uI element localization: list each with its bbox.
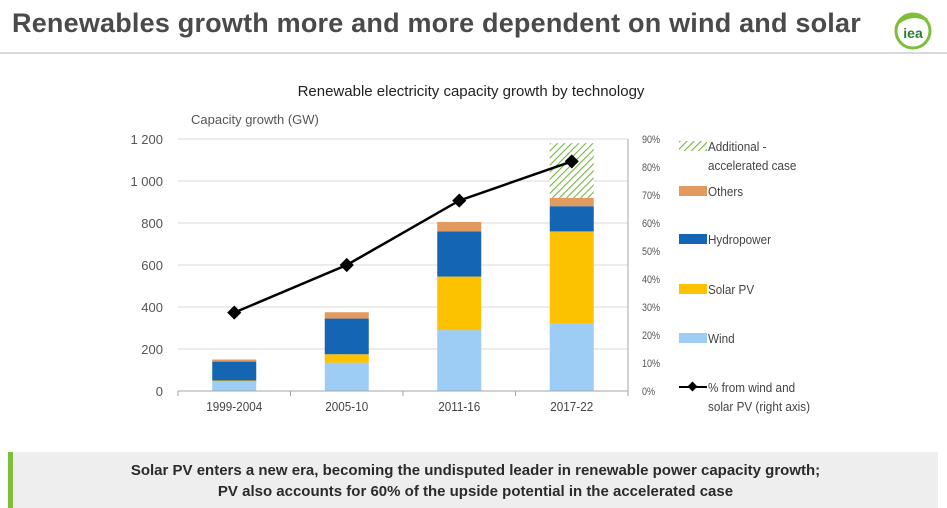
x-tick-label: 2005-10 (325, 399, 368, 414)
y2-tick-label: 30% (642, 302, 660, 314)
bar-hydropower (212, 361, 257, 381)
legend-swatch-hydropower (679, 234, 707, 244)
key-message-line-2: PV also accounts for 60% of the upside p… (217, 483, 734, 500)
y2-tick-label: 80% (642, 162, 660, 174)
bar-additional-accelerated-case (549, 143, 594, 198)
legend-swatch-others (679, 186, 707, 196)
legend-label: Wind (708, 331, 735, 346)
legend-swatch-marker (687, 381, 698, 392)
bar-solar-pv (549, 231, 594, 324)
wind-solar-share-marker (339, 257, 354, 273)
legend-swatch-solar-pv (679, 284, 707, 294)
title-divider (0, 52, 947, 54)
y-tick-label: 600 (141, 258, 163, 273)
bar-others (212, 359, 257, 362)
logo-text: iea (903, 25, 923, 41)
wind-solar-share-marker (452, 193, 467, 208)
y2-tick-label: 40% (642, 274, 660, 286)
wind-solar-share-marker (227, 305, 242, 320)
bar-others (324, 312, 369, 319)
chart-title: Renewable electricity capacity growth by… (298, 83, 645, 100)
bar-wind (212, 381, 257, 391)
bar-hydropower (549, 206, 594, 232)
y2-tick-label: 70% (642, 190, 660, 202)
x-tick-label: 1999-2004 (206, 399, 262, 414)
x-tick-label: 2017-22 (550, 399, 593, 414)
y2-tick-label: 60% (642, 218, 660, 230)
y-axis-label: Capacity growth (GW) (191, 112, 319, 127)
legend-label: solar PV (right axis) (708, 399, 810, 414)
capacity-growth-chart: Renewable electricity capacity growth by… (130, 83, 810, 414)
y-tick-label: 1 200 (130, 132, 163, 147)
legend-label: accelerated case (708, 158, 797, 173)
page-title: Renewables growth more and more dependen… (12, 8, 861, 38)
bar-hydropower (324, 318, 369, 355)
key-message-line-1: Solar PV enters a new era, becoming the … (130, 462, 821, 479)
legend-label: Hydropower (708, 232, 771, 247)
x-tick-label: 2011-16 (438, 399, 480, 414)
y-tick-label: 1 000 (130, 174, 163, 189)
y2-tick-label: 50% (642, 246, 660, 258)
bar-solar-pv (212, 380, 257, 382)
y2-tick-label: 90% (642, 134, 660, 146)
bar-others (437, 221, 482, 232)
legend-swatch-additional-accelerated-case (679, 141, 707, 151)
y-tick-label: 800 (141, 216, 163, 231)
bar-others (549, 197, 594, 207)
y-tick-label: 400 (141, 300, 163, 315)
bar-solar-pv (324, 354, 369, 363)
bar-wind (549, 323, 594, 391)
legend-swatch-wind (679, 333, 707, 343)
y2-tick-label: 0% (642, 386, 655, 398)
legend-label: Solar PV (708, 282, 755, 297)
bar-hydropower (437, 231, 482, 277)
y-tick-label: 200 (141, 342, 163, 357)
legend-label: Others (708, 184, 743, 199)
wind-solar-share-line (233, 160, 573, 314)
y2-tick-label: 10% (642, 358, 660, 370)
key-message-box: Solar PV enters a new era, becoming the … (8, 452, 938, 508)
y2-tick-label: 20% (642, 330, 660, 342)
bar-wind (437, 330, 482, 391)
bar-wind (324, 362, 369, 391)
iea-logo: iea (894, 12, 932, 50)
y-tick-label: 0 (156, 384, 163, 399)
bar-solar-pv (437, 276, 482, 331)
wind-solar-share-marker (564, 154, 579, 169)
legend-label: Additional - (708, 139, 767, 154)
legend-label: % from wind and (708, 380, 795, 395)
